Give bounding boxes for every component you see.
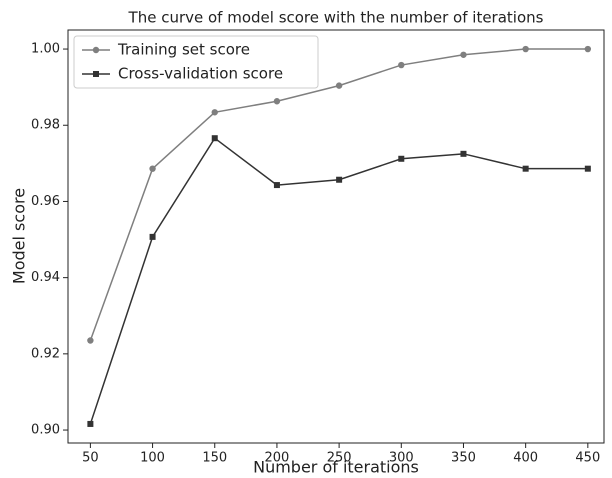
- chart-title: The curve of model score with the number…: [128, 9, 544, 27]
- point: [273, 98, 281, 105]
- x-tick-label: 200: [265, 451, 290, 466]
- x-tick-label: 350: [451, 451, 476, 466]
- plot-frame: [67, 29, 605, 444]
- legend-marker: [93, 71, 99, 77]
- legend-box: [73, 35, 319, 89]
- legend-marker: [92, 46, 100, 54]
- point: [273, 182, 280, 189]
- legend-label: Cross-validation score: [118, 65, 283, 83]
- point: [398, 61, 405, 69]
- y-tick-label: 0.92: [31, 346, 60, 361]
- x-axis-label: Number of iterations: [253, 458, 419, 477]
- y-tick-label: 0.94: [31, 270, 60, 285]
- point: [211, 109, 218, 116]
- point: [398, 155, 405, 162]
- y-tick-label: 1.00: [31, 42, 60, 57]
- point: [87, 337, 94, 344]
- point: [149, 165, 156, 172]
- point: [584, 165, 591, 172]
- x-tick-label: 400: [513, 451, 538, 466]
- x-tick-label: 450: [575, 451, 600, 466]
- point: [460, 51, 467, 58]
- point: [335, 82, 343, 89]
- x-tick-label: 150: [202, 451, 227, 466]
- y-tick-label: 0.98: [31, 118, 60, 133]
- point: [522, 165, 529, 172]
- x-tick-label: 300: [389, 451, 414, 466]
- series-line: [89, 48, 588, 341]
- point: [211, 135, 218, 142]
- point: [584, 45, 592, 53]
- y-tick-label: 0.90: [31, 423, 60, 438]
- x-tick-label: 250: [327, 451, 352, 466]
- legend-label: Training set score: [117, 41, 250, 59]
- point: [87, 420, 94, 427]
- y-axis-label: Model score: [10, 188, 29, 284]
- x-tick-label: 100: [140, 451, 165, 466]
- point: [460, 150, 467, 157]
- point: [336, 176, 343, 183]
- x-tick-label: 50: [82, 451, 99, 466]
- point: [522, 45, 529, 53]
- point: [149, 233, 156, 240]
- y-tick-label: 0.96: [31, 194, 60, 209]
